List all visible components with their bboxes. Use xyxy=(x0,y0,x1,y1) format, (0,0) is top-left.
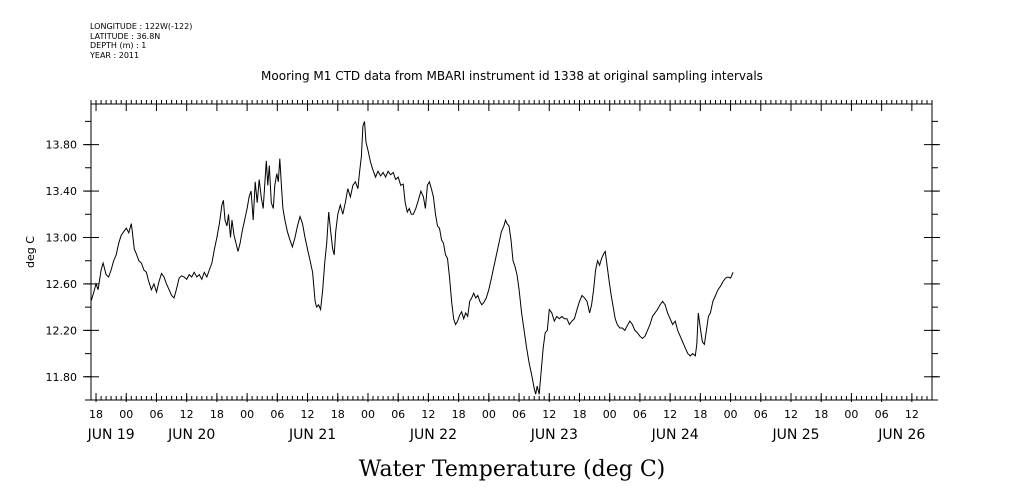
x-tick-label: 00 xyxy=(361,408,375,421)
x-day-label: JUN 26 xyxy=(877,427,925,443)
y-axis-label: deg C xyxy=(24,236,37,268)
x-tick-label: 18 xyxy=(693,408,707,421)
x-day-label: JUN 21 xyxy=(288,427,336,443)
x-axis: 18 00 06 12 18 00 06 12 18 00 06 12 18 00 06 12 18 00 06 12… xyxy=(87,104,925,443)
x-tick-label: 12 xyxy=(421,408,435,421)
x-tick-label: 06 xyxy=(754,408,768,421)
x-tick-label: 12 xyxy=(301,408,315,421)
latitude-line: LATITUDE : 36.8N xyxy=(90,31,161,41)
x-tick-label: 18 xyxy=(331,408,345,421)
x-tick-label: 06 xyxy=(512,408,526,421)
x-tick-label: 12 xyxy=(542,408,556,421)
x-tick-label: 06 xyxy=(391,408,405,421)
y-tick-label: 11.80 xyxy=(46,371,78,384)
x-tick-label: 00 xyxy=(482,408,496,421)
x-tick-label: 18 xyxy=(452,408,466,421)
x-tick-label: 00 xyxy=(724,408,738,421)
x-tick-label: 00 xyxy=(844,408,858,421)
x-tick-label: 00 xyxy=(240,408,254,421)
x-axis-label: Water Temperature (deg C) xyxy=(359,457,666,482)
x-tick-label: 18 xyxy=(89,408,103,421)
x-day-label: JUN 23 xyxy=(530,427,578,443)
depth-line: DEPTH (m) : 1 xyxy=(90,41,147,50)
x-tick-label: 12 xyxy=(180,408,194,421)
minor-tick-marks xyxy=(85,100,938,401)
water-temperature-line xyxy=(90,121,734,395)
year-line: YEAR : 2011 xyxy=(90,50,140,60)
y-tick-label: 12.20 xyxy=(46,324,78,337)
minor-ticks xyxy=(85,100,938,401)
x-day-label: JUN 22 xyxy=(409,427,457,443)
x-tick-label: 12 xyxy=(784,408,798,421)
x-tick-label: 18 xyxy=(814,408,828,421)
x-day-label: JUN 25 xyxy=(771,427,819,443)
x-tick-label: 06 xyxy=(149,408,163,421)
x-tick-label: 06 xyxy=(270,408,284,421)
plot-frame xyxy=(90,103,933,401)
y-tick-label: 13.80 xyxy=(46,139,78,152)
mooring-metadata: LONGITUDE : 122W(-122) LATITUDE : 36.8N … xyxy=(90,22,192,60)
x-tick-label: 12 xyxy=(905,408,919,421)
y-axis: 13.80 13.40 13.00 12.60 12.20 11.80 xyxy=(46,139,940,384)
x-day-label: JUN 19 xyxy=(87,427,135,443)
x-day-label: JUN 24 xyxy=(651,427,699,443)
x-tick-label: 18 xyxy=(210,408,224,421)
longitude-line: LONGITUDE : 122W(-122) xyxy=(90,22,193,31)
x-tick-label: 06 xyxy=(633,408,647,421)
y-tick-label: 13.00 xyxy=(46,231,78,244)
x-day-label: JUN 20 xyxy=(167,427,215,443)
x-tick-label: 12 xyxy=(663,408,677,421)
x-tick-label: 00 xyxy=(603,408,617,421)
chart-title: Mooring M1 CTD data from MBARI instrumen… xyxy=(261,69,763,83)
x-tick-label: 00 xyxy=(119,408,133,421)
y-tick-label: 13.40 xyxy=(46,185,78,198)
y-tick-label: 12.60 xyxy=(46,278,78,291)
x-tick-label: 06 xyxy=(875,408,889,421)
x-tick-label: 18 xyxy=(572,408,586,421)
